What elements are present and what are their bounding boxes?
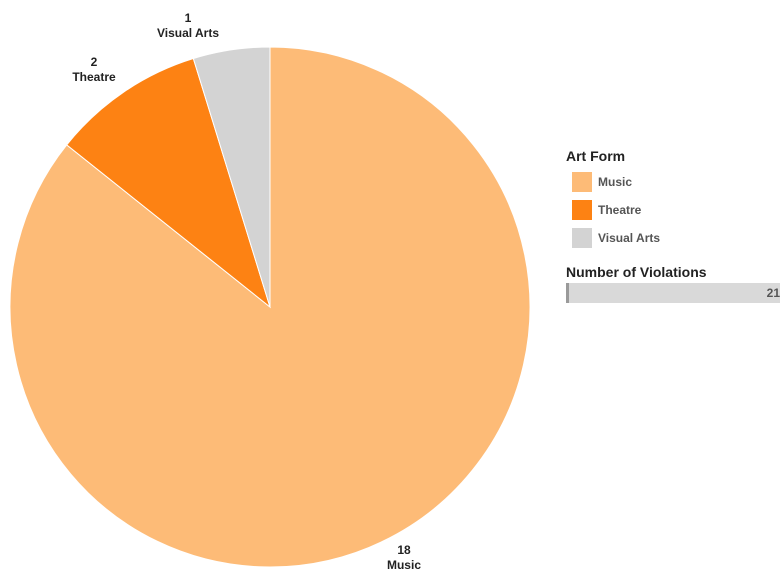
art-form-legend: Art Form Music Theatre Visual Arts bbox=[566, 148, 660, 252]
legend-label-visual-arts: Visual Arts bbox=[598, 231, 661, 245]
legend-swatch-music bbox=[572, 172, 592, 192]
legend-swatch-visual-arts bbox=[572, 228, 592, 248]
pie-slice-visual-arts[interactable] bbox=[192, 46, 271, 308]
slice-category-label-visual-arts: Visual Arts bbox=[157, 26, 219, 40]
legend-title: Art Form bbox=[566, 148, 626, 164]
size-legend-title: Number of Violations bbox=[566, 264, 707, 280]
legend-label-music: Music bbox=[598, 175, 633, 189]
slice-value-label-music: 18 bbox=[397, 543, 411, 557]
size-legend-value: 21 bbox=[766, 286, 780, 300]
pie-slice-theatre[interactable] bbox=[66, 57, 271, 309]
legend-label-theatre: Theatre bbox=[598, 203, 642, 217]
slice-value-label-visual-arts: 1 bbox=[185, 11, 192, 25]
slice-value-label-theatre: 2 bbox=[91, 55, 98, 69]
legend-item-theatre[interactable]: Theatre bbox=[566, 196, 660, 224]
slice-category-label-theatre: Theatre bbox=[72, 70, 116, 84]
legend-item-visual-arts[interactable]: Visual Arts bbox=[566, 224, 660, 252]
size-legend-bar: 21 bbox=[566, 283, 780, 303]
slice-category-label-music: Music bbox=[387, 558, 421, 572]
legend-item-music[interactable]: Music bbox=[566, 168, 660, 196]
size-legend: Number of Violations 21 bbox=[566, 264, 780, 303]
legend-swatch-theatre bbox=[572, 200, 592, 220]
